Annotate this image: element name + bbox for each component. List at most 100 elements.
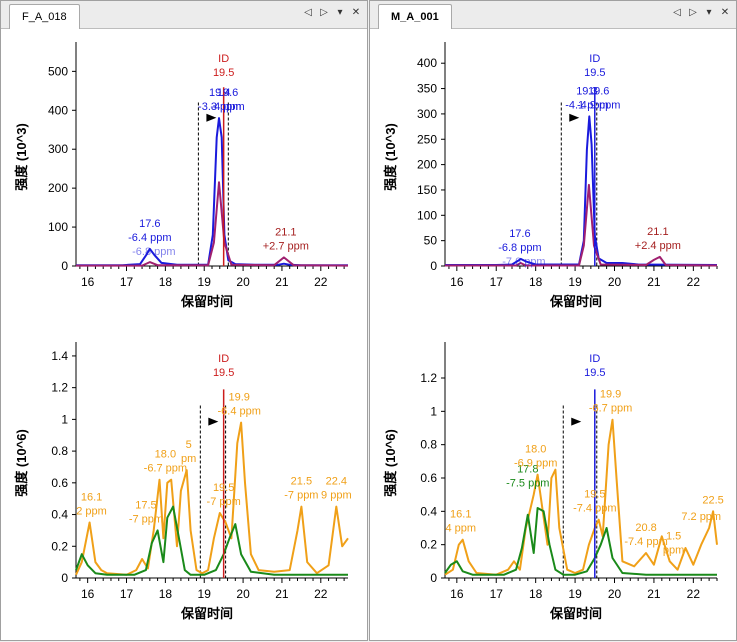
x-tick-label: 21 <box>647 587 661 601</box>
peak-id-label: ID <box>589 353 600 365</box>
x-tick-label: 18 <box>159 587 173 601</box>
peak-id-label: ID <box>218 53 229 65</box>
x-tick-label: 16 <box>81 275 95 289</box>
y-tick-label: 1.4 <box>51 349 68 363</box>
peak-annotation: 9 ppm <box>321 490 352 502</box>
peak-annotation: 20.8 <box>635 522 656 534</box>
close-icon[interactable]: ✕ <box>720 7 730 18</box>
peak-annotation: -6.9 ppm <box>514 458 557 470</box>
window-arrow-icon <box>571 417 582 426</box>
x-tick-label: 21 <box>647 275 661 289</box>
next-arrow-icon[interactable]: ▷ <box>320 7 328 18</box>
x-tick-label: 17 <box>120 587 134 601</box>
y-tick-label: 150 <box>417 183 437 197</box>
window-arrow-icon <box>569 113 580 122</box>
x-tick-label: 20 <box>608 275 622 289</box>
peak-id-value: 19.5 <box>584 67 605 79</box>
chromatogram-pane-left: F_A_018 ◁ ▷ ▾ ✕ 0 100 200 300 400 500 16 17 18 19… <box>0 0 368 641</box>
peak-annotation: -7.4 ppm <box>573 503 616 515</box>
y-tick-label: 200 <box>48 181 68 195</box>
x-tick-label: 16 <box>81 587 95 601</box>
peak-annotation: 18.0 <box>525 444 546 456</box>
peak-annotation: -6.7 ppm <box>144 463 187 475</box>
prev-arrow-icon[interactable]: ◁ <box>304 7 312 18</box>
y-tick-label: 0.2 <box>420 538 437 552</box>
x-tick-label: 16 <box>450 275 464 289</box>
tab-strip: M_A_001 ◁ ▷ ▾ ✕ <box>370 1 736 29</box>
x-axis-label: 保留时间 <box>549 294 602 309</box>
y-axis-label: 强度 (10^3) <box>14 123 29 191</box>
x-tick-label: 19 <box>568 275 582 289</box>
peak-annotation: 19.9 <box>228 392 249 404</box>
x-tick-label: 17 <box>490 587 504 601</box>
dropdown-icon[interactable]: ▾ <box>337 7 343 18</box>
x-tick-label: 20 <box>236 275 250 289</box>
peak-annotation: 21.1 <box>647 226 668 238</box>
y-tick-label: 0.8 <box>51 444 68 458</box>
series-line-1 <box>75 505 348 576</box>
x-tick-label: 17 <box>490 275 504 289</box>
next-arrow-icon[interactable]: ▷ <box>689 7 697 18</box>
y-tick-label: 1 <box>61 412 68 426</box>
peak-annotation: 17.6 <box>509 228 530 240</box>
fragment-chromatogram-right: 0 0.2 0.4 0.6 0.8 1 1.2 16 17 18 19 20 21 22 保留时间 强度 (1… <box>383 342 724 621</box>
y-tick-label: 0 <box>430 571 437 585</box>
peak-annotation: 19.6 <box>588 85 609 97</box>
x-tick-label: 20 <box>608 587 622 601</box>
series-line-0 <box>445 115 718 266</box>
x-tick-label: 21 <box>275 587 289 601</box>
y-tick-label: 1 <box>430 404 437 418</box>
peak-annotation: -6.8 ppm <box>498 242 541 254</box>
peak-annotation: 21.5 <box>291 476 312 488</box>
x-tick-label: 16 <box>450 587 464 601</box>
x-tick-label: 18 <box>159 275 173 289</box>
precursor-chromatogram-right: 0 50 100 150 200 250 300 350 400 16 17 18 19 20 21 22 保留… <box>383 42 718 309</box>
peak-annotation: 19.4 <box>209 87 230 99</box>
y-tick-label: 500 <box>48 64 68 78</box>
peak-id-label: ID <box>218 353 229 365</box>
series-line-1 <box>444 507 717 576</box>
peak-annotation: -6.4 ppm <box>128 232 171 244</box>
peak-annotation: -7.5 ppm <box>506 478 549 490</box>
x-tick-label: 22 <box>314 275 328 289</box>
x-tick-label: 21 <box>275 275 289 289</box>
x-tick-label: 22 <box>314 587 328 601</box>
peak-annotation: 19.5 <box>213 482 234 494</box>
y-tick-label: 0.4 <box>420 504 437 518</box>
y-tick-label: 350 <box>417 82 437 96</box>
tab-sample-right[interactable]: M_A_001 <box>378 4 452 29</box>
peak-annotation: 17.6 <box>139 218 160 230</box>
y-tick-label: 1.2 <box>420 371 437 385</box>
x-axis-label: 保留时间 <box>180 294 233 309</box>
y-tick-label: 0 <box>61 259 68 273</box>
y-tick-label: 400 <box>48 103 68 117</box>
x-tick-label: 20 <box>236 587 250 601</box>
peak-annotation: 18.0 <box>155 449 176 461</box>
x-tick-label: 19 <box>568 587 582 601</box>
y-tick-label: 100 <box>48 220 68 234</box>
peak-annotation: -6.4 ppm <box>217 406 260 418</box>
peak-annotation: 2 ppm <box>76 505 107 517</box>
tab-strip: F_A_018 ◁ ▷ ▾ ✕ <box>1 1 367 29</box>
peak-annotation: 19.6 <box>217 87 238 99</box>
fragment-chromatogram-left: 0 0.2 0.4 0.6 0.8 1 1.2 1.4 16 17 18 19 20 21 22 保留时间 强度… <box>14 342 352 621</box>
peak-annotation: 4 ppm <box>445 523 476 535</box>
x-axis-label: 保留时间 <box>180 606 233 621</box>
chromatogram-pane-right: M_A_001 ◁ ▷ ▾ ✕ 0 50 100 150 200 250 300 350 400… <box>369 0 737 641</box>
peak-annotation: -6.7 ppm <box>589 403 632 415</box>
y-tick-label: 250 <box>417 132 437 146</box>
precursor-chromatogram-left: 0 100 200 300 400 500 16 17 18 19 20 21 22 保留时间 强度 (10… <box>14 42 349 309</box>
x-tick-label: 18 <box>529 275 543 289</box>
y-tick-label: 50 <box>424 234 438 248</box>
peak-annotation: 22.5 <box>702 494 723 506</box>
peak-annotation: -7.4 ppm <box>624 536 667 548</box>
peak-annotation: 5 <box>186 439 192 451</box>
y-tick-label: 0 <box>430 259 437 273</box>
y-tick-label: 0.6 <box>51 476 68 490</box>
peak-annotation: 22.4 <box>326 476 347 488</box>
prev-arrow-icon[interactable]: ◁ <box>673 7 681 18</box>
close-icon[interactable]: ✕ <box>351 7 361 18</box>
series-line-0 <box>444 418 718 576</box>
tab-sample-left[interactable]: F_A_018 <box>9 4 80 29</box>
dropdown-icon[interactable]: ▾ <box>706 7 712 18</box>
